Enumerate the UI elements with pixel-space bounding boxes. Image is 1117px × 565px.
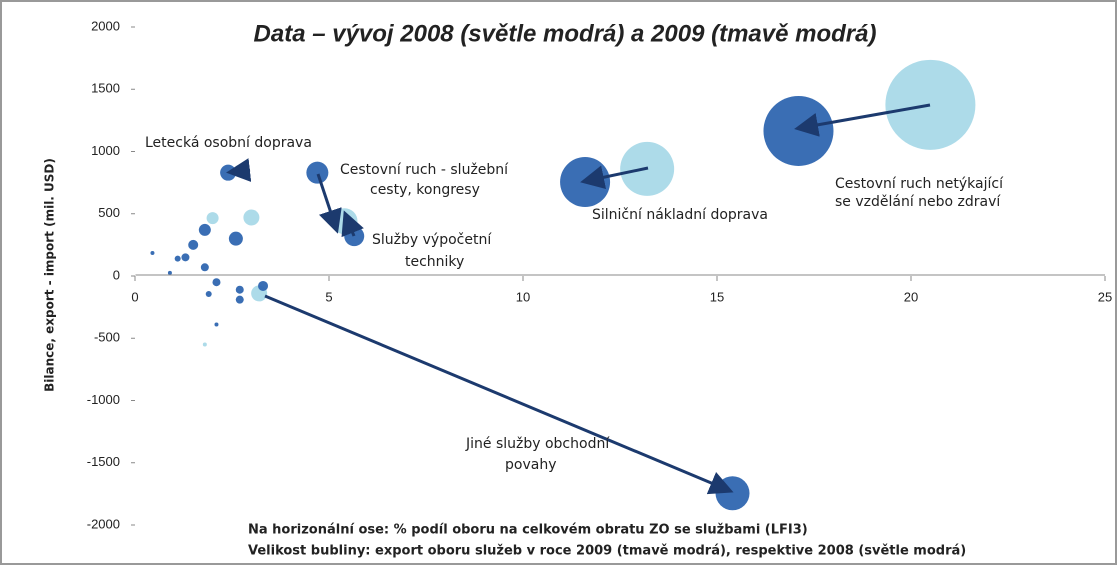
annotation: Letecká osobní doprava: [145, 135, 312, 151]
arrow: [341, 210, 364, 238]
y-tick-label: -500: [94, 330, 120, 345]
annotation: se vzdělání nebo zdraví: [835, 194, 1001, 210]
bubble: [202, 342, 207, 347]
annotation: Jiné služby obchodní: [465, 436, 610, 452]
bubble: [306, 161, 329, 184]
annotation: cesty, kongresy: [370, 182, 480, 198]
bubble: [214, 322, 219, 327]
note: Velikost bubliny: export oboru služeb v …: [248, 544, 966, 559]
annotation: Silniční nákladní doprava: [592, 207, 768, 223]
bubble: [212, 278, 221, 287]
annotation: Cestovní ruch netýkající: [835, 176, 1004, 192]
bubble: [344, 226, 365, 247]
bubble: [258, 280, 269, 291]
y-tick-label: 2000: [91, 18, 120, 33]
y-tick-label: 500: [98, 205, 120, 220]
arrow: [794, 103, 931, 137]
chart-title: Data – vývoj 2008 (světle modrá) a 2009 …: [254, 20, 877, 47]
x-tick-label: 20: [904, 289, 918, 304]
y-tick-label: -2000: [87, 516, 120, 531]
bubble: [560, 157, 611, 208]
bubble: [885, 59, 976, 150]
bubble: [200, 263, 209, 272]
bubble: [150, 250, 155, 255]
bubble: [715, 476, 750, 511]
bubble: [206, 212, 219, 225]
bubble: [243, 209, 260, 226]
annotation: Služby výpočetní: [372, 232, 492, 248]
bubble: [205, 291, 212, 298]
y-tick-label: -1500: [87, 454, 120, 469]
y-tick-label: 1000: [91, 143, 120, 158]
x-tick-label: 10: [516, 289, 530, 304]
bubble: [235, 285, 244, 294]
bubble: [181, 253, 190, 262]
annotation: Cestovní ruch - služební: [340, 162, 509, 178]
arrow: [316, 173, 342, 234]
annotation: povahy: [505, 457, 556, 473]
bubble: [188, 239, 199, 250]
bubble: [167, 270, 172, 275]
x-tick-label: 0: [131, 289, 138, 304]
y-tick-label: -1000: [87, 392, 120, 407]
x-tick-label: 5: [325, 289, 332, 304]
bubble: [174, 255, 181, 262]
y-tick-label: 1500: [91, 81, 120, 96]
bubble: [763, 95, 834, 166]
arrow: [226, 158, 252, 182]
bubble: [198, 223, 211, 236]
bubble: [228, 231, 243, 246]
y-tick-label: 0: [113, 267, 120, 282]
arrow: [580, 165, 649, 190]
x-tick-label: 15: [710, 289, 724, 304]
y-axis-label: Bilance, export - import (mil. USD): [43, 158, 57, 392]
arrow: [264, 294, 734, 495]
note: Na horizonální ose: % podíl oboru na cel…: [248, 523, 808, 538]
bubble: [235, 295, 244, 304]
x-tick-label: 25: [1098, 289, 1112, 304]
annotation: techniky: [405, 254, 464, 270]
